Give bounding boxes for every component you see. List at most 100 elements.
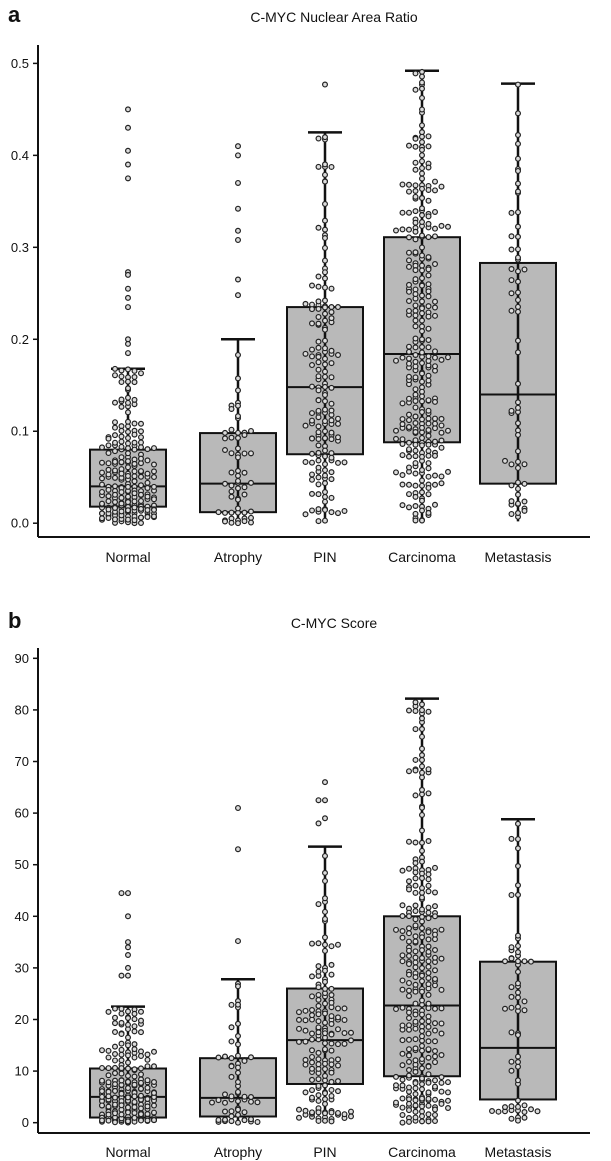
data-point — [335, 1026, 342, 1033]
data-point — [315, 996, 322, 1003]
data-point — [406, 464, 413, 471]
data-point — [222, 480, 229, 487]
data-point — [315, 1018, 322, 1025]
data-point — [419, 1086, 426, 1093]
data-point — [138, 468, 145, 475]
data-point — [399, 1111, 406, 1118]
data-point — [438, 429, 445, 436]
data-point — [222, 447, 229, 454]
data-point — [328, 1109, 335, 1116]
box-metastasis — [479, 818, 557, 1124]
data-point — [425, 1118, 432, 1125]
data-point — [425, 929, 432, 936]
data-point — [406, 504, 413, 511]
data-point — [502, 1005, 509, 1012]
data-point — [248, 427, 255, 434]
data-point — [425, 432, 432, 439]
data-point — [508, 1058, 515, 1065]
data-point — [124, 1094, 131, 1101]
data-point — [138, 1085, 145, 1092]
data-point — [335, 1109, 342, 1116]
data-point — [309, 450, 316, 457]
data-point — [235, 1020, 242, 1027]
data-point — [296, 1009, 303, 1016]
data-point — [138, 1111, 145, 1118]
data-point — [406, 960, 413, 967]
data-point — [521, 461, 528, 468]
data-point — [425, 420, 432, 427]
data-point — [98, 1088, 105, 1095]
data-point — [508, 209, 515, 216]
data-point — [322, 934, 329, 941]
data-point — [235, 804, 242, 811]
data-point — [419, 94, 426, 101]
data-point — [124, 106, 131, 113]
data-point — [521, 1102, 528, 1109]
data-point — [118, 1019, 125, 1026]
data-point — [124, 1059, 131, 1066]
data-point — [124, 499, 131, 506]
panel-a-letter: a — [8, 2, 21, 27]
data-point — [302, 1007, 309, 1014]
data-point — [315, 429, 322, 436]
data-point — [138, 497, 145, 504]
data-point — [419, 1047, 426, 1054]
data-point — [425, 313, 432, 320]
data-point — [419, 1018, 426, 1025]
data-point — [118, 508, 125, 515]
data-point — [118, 367, 125, 374]
data-point — [508, 266, 515, 273]
data-point — [228, 1024, 235, 1031]
data-point — [328, 303, 335, 310]
data-point — [124, 472, 131, 479]
data-point — [235, 292, 242, 299]
data-point — [322, 383, 329, 390]
data-point — [131, 1041, 138, 1048]
data-point — [412, 267, 419, 274]
data-point — [393, 926, 400, 933]
data-point — [124, 913, 131, 920]
data-point — [322, 244, 329, 251]
data-point — [315, 991, 322, 998]
data-point — [406, 1072, 413, 1079]
data-point — [322, 361, 329, 368]
data-point — [508, 944, 515, 951]
data-point — [322, 178, 329, 185]
data-point — [235, 1033, 242, 1040]
data-point — [406, 1046, 413, 1053]
data-point — [111, 474, 118, 481]
data-point — [341, 1030, 348, 1037]
data-point — [432, 438, 439, 445]
data-point — [514, 968, 521, 975]
data-point — [425, 882, 432, 889]
data-point — [235, 351, 242, 358]
data-point — [514, 1097, 521, 1104]
data-point — [514, 479, 521, 486]
data-point — [124, 964, 131, 971]
data-point — [215, 1116, 222, 1123]
data-point — [406, 1100, 413, 1107]
data-point — [445, 354, 452, 361]
data-point — [412, 882, 419, 889]
data-point — [241, 509, 248, 516]
data-point — [406, 913, 413, 920]
data-point — [438, 222, 445, 229]
data-point — [508, 955, 515, 962]
data-point — [138, 1092, 145, 1099]
data-point — [322, 200, 329, 207]
data-point — [315, 313, 322, 320]
data-point — [521, 958, 528, 965]
data-point — [412, 1011, 419, 1018]
data-point — [309, 320, 316, 327]
data-point — [118, 1111, 125, 1118]
data-point — [124, 1034, 131, 1041]
data-point — [322, 275, 329, 282]
data-point — [412, 875, 419, 882]
data-point — [425, 448, 432, 455]
data-point — [432, 1083, 439, 1090]
data-point — [124, 450, 131, 457]
data-point — [419, 158, 426, 165]
data-point — [335, 1014, 342, 1021]
data-point — [425, 936, 432, 943]
data-point — [248, 1054, 255, 1061]
